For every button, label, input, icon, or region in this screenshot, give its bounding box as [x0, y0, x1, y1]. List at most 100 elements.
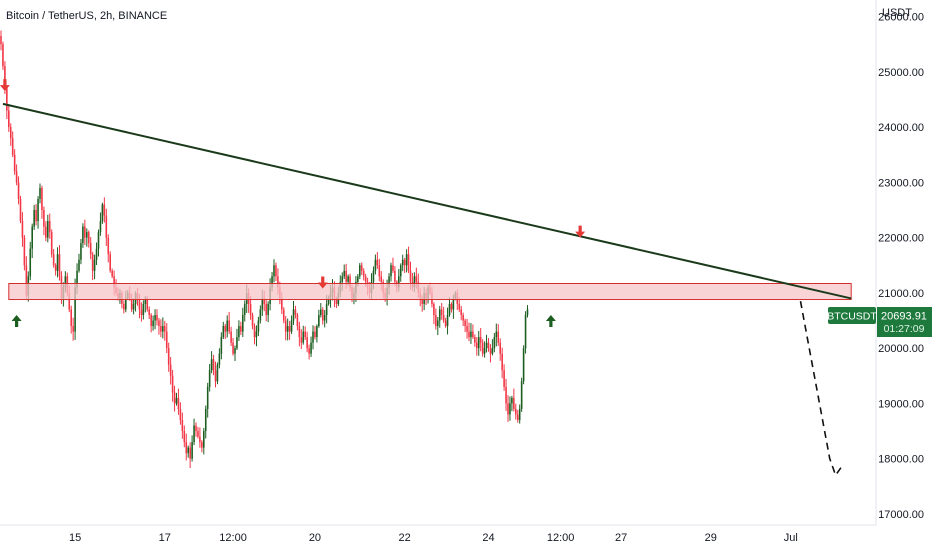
candle-body	[243, 303, 246, 315]
candle	[191, 435, 193, 462]
price-axis[interactable]: 26000.00 25000.00 24000.00 23000.00 22000.00…	[878, 12, 924, 521]
candle-body	[31, 226, 33, 249]
candle-body	[421, 298, 423, 304]
candle	[87, 230, 90, 248]
candle-body	[290, 320, 293, 332]
symbol-title[interactable]: Bitcoin / TetherUS, 2h, BINANCE	[6, 10, 167, 22]
candle-body	[409, 270, 412, 282]
candle	[407, 246, 410, 274]
candle-body	[362, 270, 365, 277]
candle	[460, 305, 462, 321]
candle-body	[518, 408, 521, 420]
candle-body	[19, 198, 22, 222]
candle	[288, 320, 291, 340]
candle	[435, 308, 437, 330]
candle-body	[392, 265, 394, 271]
candle-body	[437, 320, 439, 327]
candle-body	[275, 265, 277, 277]
time-tick-label: 22	[399, 532, 411, 544]
candle-body	[216, 364, 219, 382]
candle	[220, 332, 223, 360]
candle	[86, 228, 88, 247]
candle-body	[13, 154, 16, 172]
candle-body	[442, 315, 445, 321]
candle	[17, 176, 20, 205]
candle	[399, 263, 402, 282]
candle-body	[97, 232, 100, 249]
candle	[294, 305, 297, 319]
candle-body	[195, 425, 197, 432]
candle	[21, 212, 24, 247]
candle	[234, 345, 236, 361]
price-tick-label: 22000.00	[878, 233, 924, 245]
candle-body	[316, 326, 318, 338]
price-tick-label: 18000.00	[878, 454, 924, 466]
candle-body	[0, 35, 2, 45]
candle	[304, 326, 306, 340]
candle-body	[52, 254, 55, 266]
candle-body	[300, 337, 303, 343]
candle-body	[238, 326, 240, 338]
candle	[11, 131, 14, 157]
time-axis[interactable]: 15 17 12:00 20 22 24 12:00 27 29 Jul	[69, 532, 798, 544]
candle-body	[138, 298, 141, 310]
candle-body	[226, 320, 228, 332]
candle	[15, 164, 18, 186]
candle	[111, 268, 113, 279]
candle-body	[466, 326, 468, 332]
candle-body	[479, 337, 482, 343]
candle-body	[493, 337, 496, 349]
candle-body	[125, 298, 127, 310]
candle-body	[398, 276, 400, 288]
candle-body	[199, 436, 201, 443]
candle-body	[91, 254, 94, 271]
candle	[390, 262, 392, 282]
candle	[481, 339, 484, 357]
candle-body	[43, 210, 45, 227]
candle	[306, 331, 308, 353]
candle	[497, 324, 500, 346]
candle-body	[513, 397, 515, 409]
candle-body	[306, 337, 308, 349]
candle	[446, 307, 449, 335]
candle-body	[93, 259, 96, 271]
candle	[318, 309, 320, 328]
candle	[300, 329, 303, 350]
descending-trendline	[2, 102, 852, 300]
candle	[70, 305, 72, 334]
candle	[232, 337, 234, 356]
candle	[103, 197, 106, 223]
candle-body	[95, 248, 98, 260]
candle	[222, 321, 225, 339]
down-arrow-icon	[575, 225, 586, 238]
candle	[195, 422, 197, 437]
candle	[13, 149, 16, 175]
candle-body	[242, 315, 244, 332]
candle	[97, 229, 100, 257]
candle	[392, 257, 394, 273]
candle-body	[485, 342, 488, 349]
candle	[148, 306, 150, 320]
candle-body	[501, 353, 503, 371]
candle	[275, 262, 277, 281]
candle	[169, 356, 172, 385]
candle-body	[54, 265, 57, 271]
price-tick-label: 24000.00	[878, 122, 924, 134]
candle-body	[347, 276, 349, 282]
candle-body	[201, 442, 203, 448]
candle	[249, 296, 252, 320]
candle	[189, 442, 191, 469]
candle	[123, 300, 125, 314]
candle-body	[259, 309, 262, 321]
candle-body	[364, 276, 367, 282]
candle	[273, 259, 275, 283]
candle-body	[140, 309, 143, 315]
candle-body	[144, 298, 147, 304]
candle-body	[156, 315, 158, 321]
candle	[154, 309, 156, 330]
candle-body	[271, 276, 273, 288]
candle	[267, 301, 269, 323]
candle	[236, 328, 238, 351]
candle	[39, 183, 41, 204]
